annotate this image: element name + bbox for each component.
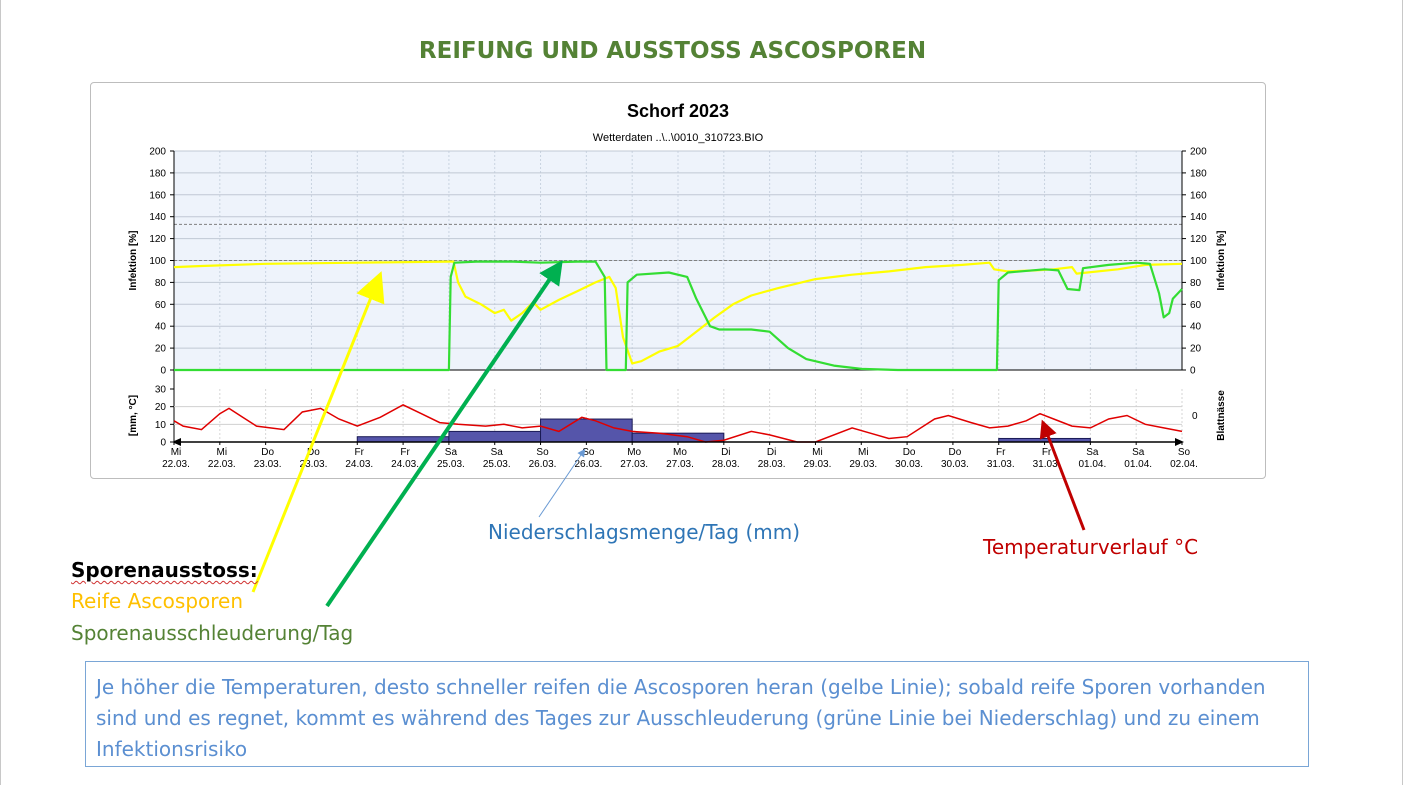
x-tick-weekday: Mi xyxy=(812,447,823,458)
x-tick-weekday: Mo xyxy=(673,447,687,458)
lower-y-tick: 0 xyxy=(160,438,166,449)
x-tick-date: 25.03. xyxy=(437,459,465,470)
x-tick-date: 26.03. xyxy=(574,459,602,470)
y-tick-left: 60 xyxy=(155,300,167,311)
y-tick-right: 60 xyxy=(1190,300,1202,311)
y-tick-right: 80 xyxy=(1190,278,1202,289)
x-tick-weekday: Sa xyxy=(491,447,504,458)
x-tick-weekday: Mo xyxy=(627,447,641,458)
x-tick-weekday: So xyxy=(536,447,549,458)
x-axis-arrow-left xyxy=(172,438,181,446)
legend-heading: Sporenausstoss: xyxy=(71,558,258,582)
y-tick-left: 200 xyxy=(149,147,166,158)
x-tick-weekday: Fr xyxy=(996,447,1006,458)
x-tick-weekday: Mi xyxy=(858,447,869,458)
x-tick-weekday: Di xyxy=(721,447,730,458)
x-tick-date: 23.03. xyxy=(254,459,282,470)
y-tick-left: 180 xyxy=(149,168,166,179)
y-axis-label-left: Infektion [%] xyxy=(128,231,139,291)
x-tick-weekday: Mi xyxy=(171,447,182,458)
x-tick-date: 24.03. xyxy=(345,459,373,470)
x-tick-weekday: Do xyxy=(261,447,274,458)
x-tick-date: 02.04. xyxy=(1170,459,1198,470)
lower-right-tick: 0 xyxy=(1192,411,1198,422)
x-tick-date: 30.03. xyxy=(895,459,923,470)
y-tick-right: 0 xyxy=(1190,366,1196,377)
x-tick-date: 31.03. xyxy=(1033,459,1061,470)
x-tick-date: 27.03. xyxy=(666,459,694,470)
x-tick-weekday: Mi xyxy=(217,447,228,458)
x-tick-weekday: Do xyxy=(307,447,320,458)
x-tick-date: 01.04. xyxy=(1124,459,1152,470)
x-tick-weekday: So xyxy=(582,447,595,458)
schorf-chart: Schorf 2023 Wetterdaten ..\..\0010_310723… xyxy=(128,101,1227,470)
lower-y-tick: 20 xyxy=(155,402,167,413)
legend-green-text: Sporenausschleuderung/Tag xyxy=(71,621,354,645)
temperature-annotation: Temperaturverlauf °C xyxy=(983,535,1199,559)
y-tick-left: 20 xyxy=(155,344,167,355)
y-tick-left: 140 xyxy=(149,212,166,223)
x-tick-date: 26.03. xyxy=(529,459,557,470)
lower-y-tick: 10 xyxy=(155,420,167,431)
y-tick-right: 100 xyxy=(1190,256,1207,267)
y-tick-right: 140 xyxy=(1190,212,1207,223)
y-tick-right: 20 xyxy=(1190,344,1202,355)
legend-yellow-text: Reife Ascosporen xyxy=(71,589,244,613)
y-tick-left: 0 xyxy=(160,366,166,377)
lower-y-tick: 30 xyxy=(155,385,167,396)
x-tick-date: 28.03. xyxy=(712,459,740,470)
precipitation-bar xyxy=(356,436,450,443)
x-tick-date: 23.03. xyxy=(300,459,328,470)
y-tick-left: 160 xyxy=(149,190,166,201)
x-tick-date: 29.03. xyxy=(804,459,832,470)
y-axis-label-right: Infektion [%] xyxy=(1216,231,1227,291)
page-edge-left xyxy=(0,0,1,785)
y-tick-left: 80 xyxy=(155,278,167,289)
y-tick-left: 120 xyxy=(149,234,166,245)
x-tick-date: 25.03. xyxy=(483,459,511,470)
precipitation-bar xyxy=(448,430,542,443)
lower-right-label: Blattnässe xyxy=(1216,390,1227,441)
y-tick-right: 200 xyxy=(1190,147,1207,158)
x-tick-weekday: Di xyxy=(767,447,776,458)
y-tick-right: 40 xyxy=(1190,322,1202,333)
x-tick-date: 28.03. xyxy=(758,459,786,470)
x-tick-weekday: Sa xyxy=(1086,447,1099,458)
x-tick-date: 24.03. xyxy=(391,459,419,470)
x-tick-date: 01.04. xyxy=(1078,459,1106,470)
x-tick-weekday: Fr xyxy=(400,447,410,458)
x-tick-weekday: So xyxy=(1178,447,1191,458)
y-tick-left: 40 xyxy=(155,322,167,333)
y-tick-right: 180 xyxy=(1190,168,1207,179)
x-tick-weekday: Fr xyxy=(355,447,365,458)
document-title: REIFUNG UND AUSSTOSS ASCOSPOREN xyxy=(418,38,927,64)
x-tick-date: 31.03. xyxy=(987,459,1015,470)
x-tick-weekday: Do xyxy=(949,447,962,458)
x-axis-arrow-right xyxy=(1175,438,1184,446)
x-tick-weekday: Fr xyxy=(1042,447,1052,458)
y-tick-right: 120 xyxy=(1190,234,1207,245)
x-tick-weekday: Sa xyxy=(1132,447,1145,458)
x-tick-date: 22.03. xyxy=(208,459,236,470)
precipitation-annotation: Niederschlagsmenge/Tag (mm) xyxy=(488,520,801,544)
x-tick-date: 27.03. xyxy=(620,459,648,470)
x-tick-weekday: Sa xyxy=(445,447,458,458)
x-tick-date: 30.03. xyxy=(941,459,969,470)
chart-title: Schorf 2023 xyxy=(627,101,729,121)
lower-y-axis-label: [mm, °C] xyxy=(128,395,139,436)
x-tick-date: 29.03. xyxy=(849,459,877,470)
y-tick-right: 160 xyxy=(1190,190,1207,201)
explanation-note: Je höher die Temperaturen, desto schnell… xyxy=(85,661,1309,767)
series-line-sporenausschleuderung xyxy=(174,260,1183,372)
y-tick-left: 100 xyxy=(149,256,166,267)
precipitation-bar xyxy=(631,432,725,443)
x-tick-date: 22.03. xyxy=(162,459,190,470)
chart-subtitle: Wetterdaten ..\..\0010_310723.BIO xyxy=(593,132,764,144)
x-tick-weekday: Do xyxy=(903,447,916,458)
